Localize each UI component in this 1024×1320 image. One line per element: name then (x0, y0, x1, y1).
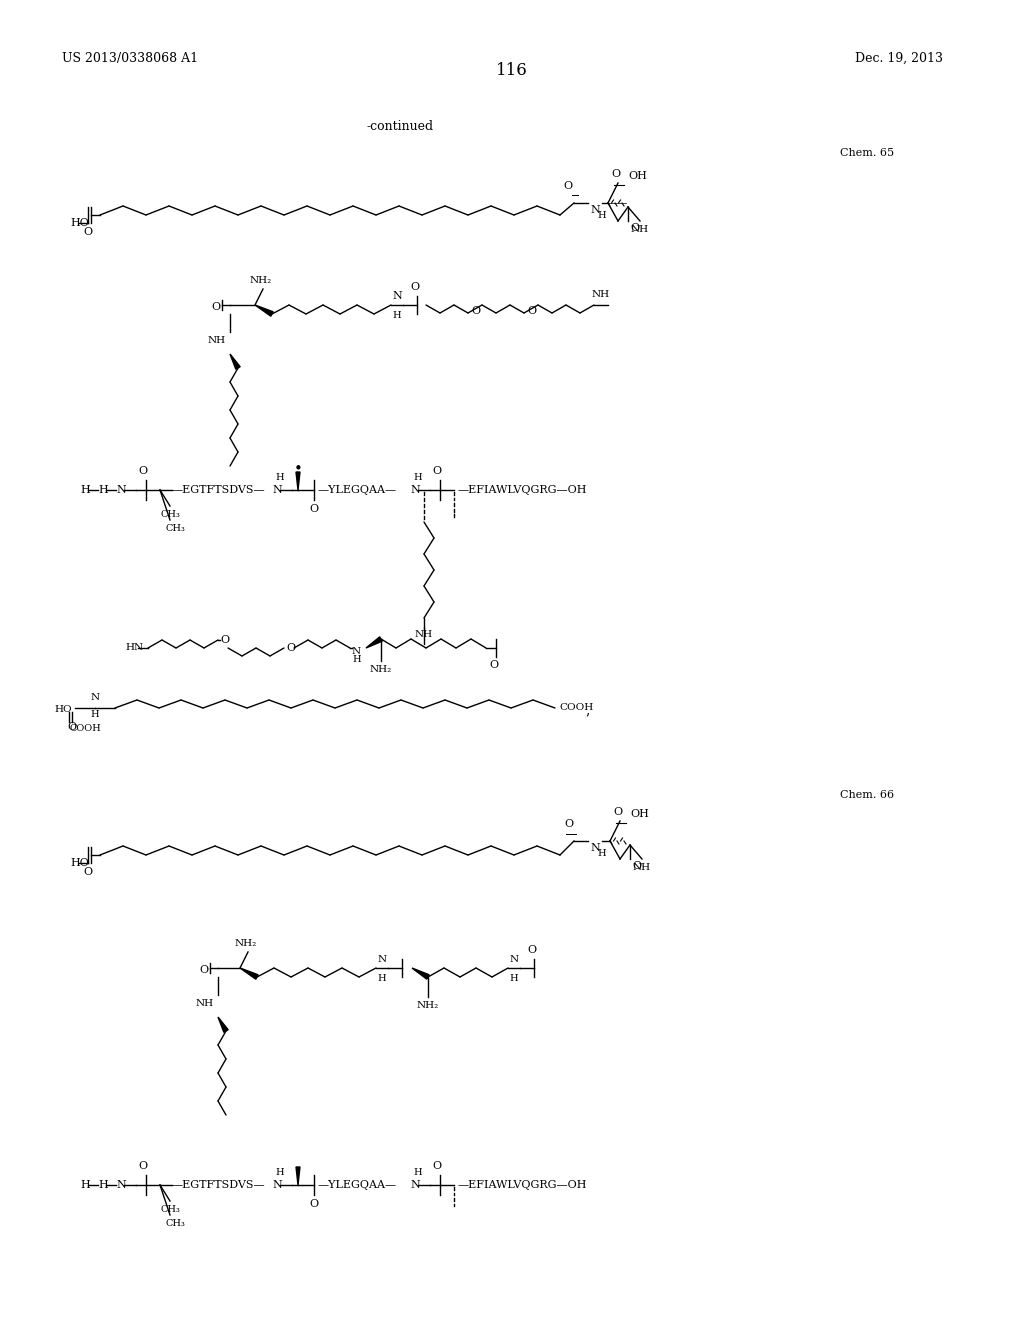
Text: O: O (138, 466, 147, 477)
Text: N: N (378, 954, 387, 964)
Text: ●: ● (296, 465, 300, 469)
Text: NH: NH (415, 630, 433, 639)
Text: -continued: -continued (367, 120, 433, 133)
Text: H: H (275, 473, 285, 482)
Text: ,: , (585, 704, 590, 717)
Text: H: H (98, 1180, 108, 1191)
Text: H: H (80, 484, 90, 495)
Text: H: H (510, 974, 518, 983)
Text: O: O (527, 945, 537, 954)
Text: O: O (564, 818, 573, 829)
Text: O: O (411, 282, 420, 292)
Polygon shape (366, 636, 382, 648)
Text: NH₂: NH₂ (417, 1001, 439, 1010)
Text: Dec. 19, 2013: Dec. 19, 2013 (855, 51, 943, 65)
Text: H: H (414, 1168, 422, 1177)
Polygon shape (255, 305, 273, 317)
Text: N: N (392, 290, 401, 301)
Text: HN: HN (125, 644, 143, 652)
Text: O: O (286, 643, 295, 653)
Text: O: O (432, 1162, 441, 1171)
Text: NH: NH (196, 999, 214, 1008)
Text: O: O (611, 169, 621, 180)
Text: O: O (613, 807, 623, 817)
Polygon shape (240, 968, 258, 979)
Text: CH₃: CH₃ (166, 524, 186, 533)
Text: —YLEGQAA—: —YLEGQAA— (318, 484, 397, 495)
Text: H: H (392, 312, 401, 319)
Text: 116: 116 (496, 62, 528, 79)
Text: —EGTFTSDVS—: —EGTFTSDVS— (172, 1180, 265, 1191)
Text: H: H (414, 473, 422, 482)
Text: N: N (590, 843, 600, 853)
Text: N: N (410, 484, 420, 495)
Text: H: H (98, 484, 108, 495)
Text: CH₃: CH₃ (160, 1205, 180, 1214)
Text: NH: NH (633, 863, 651, 873)
Text: H: H (352, 655, 360, 664)
Text: —EFIAWLVQGRG—OH: —EFIAWLVQGRG—OH (458, 484, 588, 495)
Text: O: O (471, 306, 480, 315)
Text: H: H (597, 211, 605, 220)
Text: O: O (83, 867, 92, 876)
Text: O: O (220, 635, 229, 645)
Text: N: N (590, 205, 600, 215)
Text: OH: OH (630, 809, 649, 818)
Text: —EFIAWLVQGRG—OH: —EFIAWLVQGRG—OH (458, 1180, 588, 1191)
Text: COOH: COOH (70, 723, 101, 733)
Text: NH₂: NH₂ (250, 276, 272, 285)
Text: N: N (410, 1180, 420, 1191)
Text: HO: HO (70, 858, 89, 869)
Text: O: O (489, 660, 499, 671)
Text: O: O (211, 302, 220, 312)
Text: O: O (138, 1162, 147, 1171)
Text: N: N (509, 954, 518, 964)
Text: —YLEGQAA—: —YLEGQAA— (318, 1180, 397, 1191)
Text: US 2013/0338068 A1: US 2013/0338068 A1 (62, 51, 198, 65)
Text: NH: NH (592, 290, 610, 300)
Text: HO: HO (70, 218, 89, 228)
Text: O: O (83, 227, 92, 238)
Text: CH₃: CH₃ (160, 510, 180, 519)
Text: N: N (116, 1180, 126, 1191)
Text: Chem. 65: Chem. 65 (840, 148, 894, 158)
Text: O: O (199, 965, 208, 975)
Text: O: O (630, 223, 639, 234)
Text: O: O (309, 1199, 318, 1209)
Text: O: O (309, 504, 318, 513)
Text: OH: OH (628, 172, 647, 181)
Text: NH: NH (631, 224, 649, 234)
Text: O: O (68, 722, 77, 733)
Text: H: H (597, 849, 605, 858)
Text: H: H (80, 1180, 90, 1191)
Text: COOH: COOH (559, 704, 593, 713)
Text: O: O (632, 861, 641, 871)
Text: NH₂: NH₂ (370, 665, 392, 675)
Polygon shape (218, 1016, 228, 1032)
Polygon shape (230, 354, 241, 370)
Text: N: N (272, 1180, 282, 1191)
Text: N: N (352, 648, 361, 656)
Text: H: H (275, 1168, 285, 1177)
Polygon shape (296, 1167, 300, 1185)
Text: O: O (527, 306, 537, 315)
Text: —EGTFTSDVS—: —EGTFTSDVS— (172, 484, 265, 495)
Text: N: N (90, 693, 99, 702)
Text: NH₂: NH₂ (234, 939, 257, 948)
Text: CH₃: CH₃ (166, 1218, 186, 1228)
Text: N: N (272, 484, 282, 495)
Text: O: O (563, 181, 572, 191)
Polygon shape (412, 968, 429, 979)
Text: H: H (378, 974, 386, 983)
Text: N: N (116, 484, 126, 495)
Text: O: O (432, 466, 441, 477)
Text: Chem. 66: Chem. 66 (840, 789, 894, 800)
Text: NH: NH (208, 337, 226, 345)
Text: HO: HO (54, 705, 72, 714)
Text: H: H (91, 710, 99, 719)
Polygon shape (296, 473, 300, 490)
